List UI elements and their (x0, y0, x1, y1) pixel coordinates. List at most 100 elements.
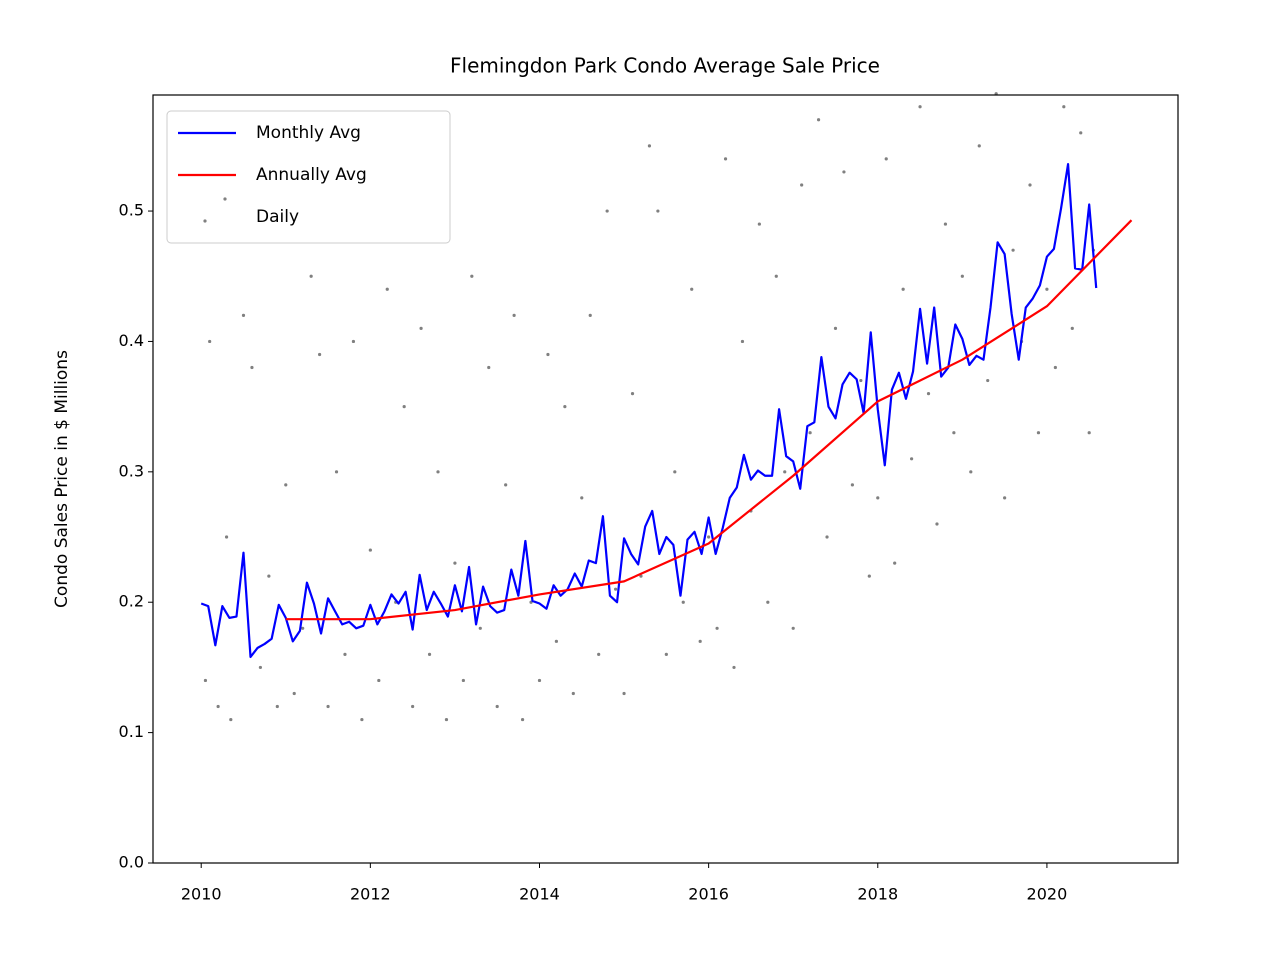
scatter-point (229, 717, 233, 722)
scatter-point (783, 470, 787, 474)
scatter-point (825, 535, 829, 539)
x-tick-label: 2010 (181, 885, 222, 904)
scatter-point (512, 313, 516, 317)
legend-label: Annually Avg (256, 165, 367, 185)
scatter-point (504, 483, 508, 487)
scatter-point (495, 704, 499, 709)
scatter-point (833, 326, 838, 330)
scatter-point (859, 378, 863, 383)
x-tick-label: 2014 (519, 885, 560, 904)
scatter-point (926, 391, 931, 396)
scatter-point (952, 431, 956, 435)
scatter-point (1045, 287, 1049, 291)
scatter-point (1079, 131, 1083, 135)
scatter-point (732, 665, 736, 670)
scatter-point (935, 522, 939, 526)
scatter-point (284, 483, 288, 487)
scatter-point (791, 626, 795, 630)
legend-marker (223, 197, 227, 201)
scatter-point (910, 457, 914, 461)
y-tick-label: 0.4 (119, 331, 144, 350)
scatter-point (1028, 183, 1032, 187)
scatter-point (681, 600, 685, 604)
scatter-point (292, 691, 296, 696)
y-tick-label: 0.1 (119, 722, 144, 741)
scatter-point (1036, 431, 1041, 435)
chart-title: Flemingdon Park Condo Average Sale Price (450, 54, 880, 78)
legend: Monthly Avg Annually Avg Daily (166, 110, 451, 244)
x-tick-label: 2012 (350, 885, 391, 904)
scatter-point (673, 470, 677, 474)
scatter-point (351, 339, 356, 344)
scatter-point (444, 717, 449, 722)
scatter-point (216, 704, 220, 709)
scatter-point (707, 535, 711, 539)
legend-box (166, 110, 451, 244)
scatter-point (597, 652, 601, 656)
scatter-point (453, 561, 457, 565)
x-tick-label: 2016 (688, 885, 729, 904)
y-tick-label: 0.0 (119, 853, 144, 872)
scatter-point (977, 144, 981, 148)
scatter-point (411, 704, 415, 709)
scatter-point (385, 287, 389, 291)
scatter-point (808, 431, 812, 435)
scatter-point (360, 717, 364, 722)
scatter-point (723, 157, 728, 161)
scatter-point (1003, 496, 1007, 500)
scatter-point (876, 496, 880, 500)
scatter-point (537, 678, 542, 683)
scatter-point (901, 287, 905, 291)
scatter-point (241, 313, 246, 317)
scatter-point (918, 105, 922, 109)
scatter-point (309, 274, 313, 278)
legend-label: Monthly Avg (256, 123, 361, 143)
scatter-point (563, 405, 567, 409)
y-tick-label: 0.5 (119, 201, 144, 220)
scatter-point (554, 639, 559, 643)
scatter-point (1062, 105, 1066, 109)
scatter-point (867, 574, 871, 578)
scatter-point (301, 626, 305, 630)
scatter-point (614, 587, 618, 591)
scatter-point (318, 352, 322, 357)
scatter-point (656, 209, 660, 213)
scatter-point (419, 326, 423, 330)
x-tick-label: 2018 (857, 885, 898, 904)
scatter-point (334, 470, 339, 474)
scatter-point (757, 222, 761, 226)
scatter-point (1011, 248, 1015, 252)
scatter-point (943, 222, 948, 226)
scatter-point (461, 678, 465, 683)
scatter-point (800, 183, 804, 187)
scatter-point (1053, 365, 1057, 370)
series-line (285, 219, 1133, 621)
scatter-point (487, 365, 491, 370)
scatter-point (402, 405, 406, 409)
scatter-point (267, 574, 271, 578)
scatter-point (960, 274, 964, 278)
scatter-point (740, 339, 745, 344)
y-axis-label: Condo Sales Price in $ Millions (52, 350, 72, 608)
scatter-point (622, 691, 626, 696)
x-tick-label: 2020 (1027, 885, 1068, 904)
scatter-point (664, 652, 668, 656)
y-tick-label: 0.2 (119, 592, 144, 611)
scatter-point (326, 704, 330, 709)
scatter-point (850, 483, 855, 487)
scatter-point (436, 470, 440, 474)
scatter-point (884, 157, 888, 161)
legend-label: Daily (256, 207, 299, 227)
scatter-point (816, 118, 821, 122)
scatter-point (377, 678, 381, 683)
scatter-point (774, 274, 778, 278)
scatter-point (698, 639, 702, 643)
scatter-point (605, 209, 609, 213)
scatter-point (203, 678, 208, 683)
scatter-point (647, 144, 652, 148)
scatter-point (368, 548, 372, 552)
scatter-point (766, 600, 770, 604)
scatter-point (208, 339, 212, 344)
scatter-point (690, 287, 694, 291)
